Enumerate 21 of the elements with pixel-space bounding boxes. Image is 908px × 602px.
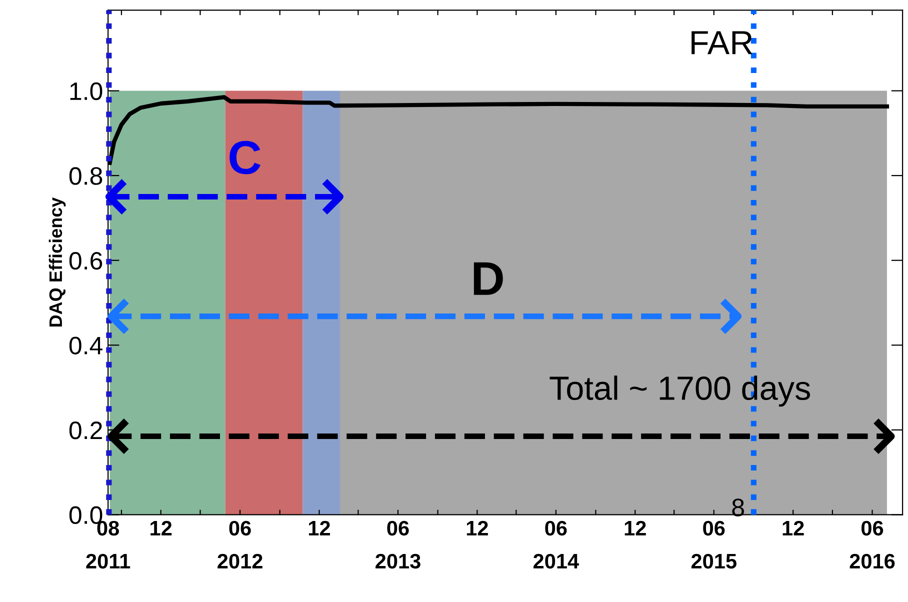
y-tick-label: 0.8 <box>69 167 102 185</box>
x-tick-label: 12 <box>782 520 804 536</box>
annotation: 8 <box>732 498 744 516</box>
x-tick-label: 12 <box>308 520 330 536</box>
x-tick-label: 06 2013 <box>376 520 420 569</box>
x-tick-label: 06 2014 <box>533 520 579 569</box>
ref-line-label: FAR <box>692 31 752 54</box>
y-tick-label: 0.6 <box>69 252 102 270</box>
y-tick-label: 0.2 <box>69 422 102 440</box>
x-tick-label: 06 2012 <box>218 520 262 569</box>
x-tick-label: 12 <box>466 520 488 536</box>
annotation: C <box>230 140 260 174</box>
x-tick-label: 12 <box>624 520 646 536</box>
annotation: Total ~ 1700 days <box>550 376 810 407</box>
y-tick-label: 0.4 <box>69 336 102 354</box>
y-axis-title: DAQ Efficiency <box>48 197 66 326</box>
annotation: D <box>474 262 503 295</box>
x-tick-label: 06 2016 <box>850 520 895 569</box>
y-tick-label: 1.0 <box>70 82 102 100</box>
x-tick-label: 06 2015 <box>691 520 736 569</box>
x-tick-label: 12 <box>150 520 172 536</box>
